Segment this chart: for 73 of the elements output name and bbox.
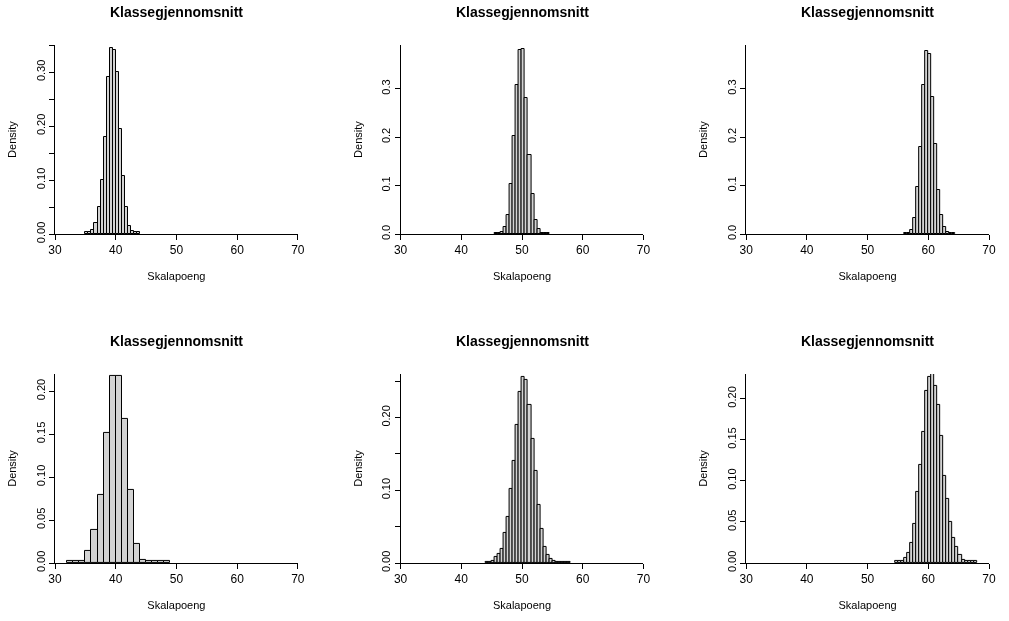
x-tick-label: 50 xyxy=(860,572,875,587)
x-tick-label: 60 xyxy=(921,243,936,258)
y-tick-label: 0.1 xyxy=(725,176,738,192)
x-axis-title: Skalapoeng xyxy=(147,598,206,611)
x-tick-label: 60 xyxy=(230,572,245,587)
x-tick-label: 30 xyxy=(739,243,754,258)
x-axis-title: Skalapoeng xyxy=(492,269,552,282)
y-tick-label: 0.00 xyxy=(380,550,393,573)
x-tick-label: 30 xyxy=(393,243,408,258)
x-tick-label: 30 xyxy=(48,572,62,587)
y-tick-label: 0.3 xyxy=(380,79,393,95)
y-tick-label: 0.15 xyxy=(34,421,47,444)
y-tick-label: 0.00 xyxy=(725,550,738,573)
x-tick-label: 50 xyxy=(860,243,875,258)
x-tick-label: 40 xyxy=(800,572,814,587)
chart-title: Klassegjennomsnitt xyxy=(801,333,935,349)
x-tick-label: 60 xyxy=(576,572,590,587)
x-tick-label: 40 xyxy=(109,572,123,587)
x-tick-label: 40 xyxy=(109,243,123,258)
y-tick-label: 0.05 xyxy=(725,509,738,531)
chart-title: Klassegjennomsnitt xyxy=(456,4,590,20)
x-tick-label: 70 xyxy=(291,572,305,587)
x-tick-label: 70 xyxy=(636,572,651,587)
y-tick-label: 0.2 xyxy=(725,127,738,144)
chart-title: Klassegjennomsnitt xyxy=(456,333,590,349)
x-axis-title: Skalapoeng xyxy=(492,598,552,611)
y-tick-label: 0.10 xyxy=(380,477,393,500)
y-tick-label: 0.0 xyxy=(380,224,393,241)
x-tick-label: 70 xyxy=(291,243,305,258)
x-tick-label: 50 xyxy=(169,243,184,258)
y-tick-label: 0.15 xyxy=(725,427,738,449)
y-tick-label: 0.05 xyxy=(34,507,47,530)
x-axis-title: Skalapoeng xyxy=(838,598,897,611)
x-tick-label: 70 xyxy=(636,243,651,258)
chart-title: Klassegjennomsnitt xyxy=(110,4,244,20)
x-tick-label: 40 xyxy=(800,243,814,258)
y-axis-title: Density xyxy=(351,120,364,158)
chart-title: Klassegjennomsnitt xyxy=(110,333,244,349)
y-axis-title: Density xyxy=(6,449,19,487)
y-axis-title: Density xyxy=(697,120,710,158)
x-tick-label: 70 xyxy=(982,572,996,587)
x-tick-label: 50 xyxy=(515,243,529,258)
y-tick-label: 0.3 xyxy=(725,79,738,95)
chart-title: Klassegjennomsnitt xyxy=(801,4,935,20)
x-tick-label: 50 xyxy=(169,572,184,587)
y-tick-label: 0.1 xyxy=(380,176,393,192)
y-tick-label: 0.2 xyxy=(380,127,393,144)
x-tick-label: 40 xyxy=(454,572,469,587)
y-axis-title: Density xyxy=(351,449,364,487)
y-tick-label: 0.00 xyxy=(34,221,47,244)
x-tick-label: 60 xyxy=(921,572,936,587)
x-tick-label: 30 xyxy=(739,572,754,587)
y-axis-title: Density xyxy=(6,120,19,158)
y-tick-label: 0.20 xyxy=(34,113,47,136)
y-tick-label: 0.00 xyxy=(34,550,47,573)
x-tick-label: 30 xyxy=(393,572,408,587)
x-tick-label: 70 xyxy=(982,243,996,258)
y-tick-label: 0.20 xyxy=(34,378,47,401)
y-axis-title: Density xyxy=(697,449,710,487)
y-tick-label: 0.20 xyxy=(380,405,393,427)
x-tick-label: 60 xyxy=(230,243,245,258)
y-tick-label: 0.0 xyxy=(725,224,738,241)
y-tick-label: 0.10 xyxy=(34,167,47,190)
y-tick-label: 0.10 xyxy=(725,468,738,490)
x-axis-title: Skalapoeng xyxy=(838,269,897,282)
x-tick-label: 60 xyxy=(576,243,590,258)
x-tick-label: 30 xyxy=(48,243,62,258)
y-tick-label: 0.20 xyxy=(725,386,738,408)
y-tick-label: 0.10 xyxy=(34,464,47,487)
y-tick-label: 0.30 xyxy=(34,59,47,82)
x-axis-title: Skalapoeng xyxy=(147,269,206,282)
x-tick-label: 50 xyxy=(515,572,529,587)
x-tick-label: 40 xyxy=(454,243,469,258)
